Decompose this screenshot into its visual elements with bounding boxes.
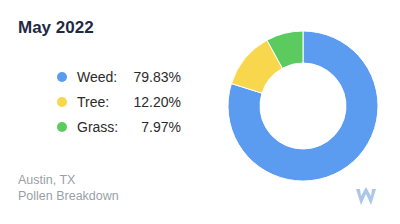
legend-value: 79.83% [134, 69, 181, 85]
chart: May 2022 Weed: 79.83% Tree: 12.20% Grass: 7.97… [0, 0, 400, 224]
legend-value: 12.20% [134, 94, 181, 110]
legend-swatch [57, 122, 67, 132]
slice [267, 31, 303, 68]
legend-swatch [57, 72, 67, 82]
slice [228, 31, 378, 181]
slices [228, 31, 378, 181]
legend-label: Tree: [77, 94, 109, 110]
title: May 2022 [18, 18, 94, 37]
legend-label: Weed: [77, 69, 117, 85]
legend-label: Grass: [77, 119, 118, 135]
annotation: Pollen Breakdown [18, 189, 119, 203]
annotation: Austin, TX [18, 173, 76, 187]
logo [356, 187, 376, 205]
legend-value: 7.97% [141, 119, 181, 135]
legend-swatch [57, 97, 67, 107]
